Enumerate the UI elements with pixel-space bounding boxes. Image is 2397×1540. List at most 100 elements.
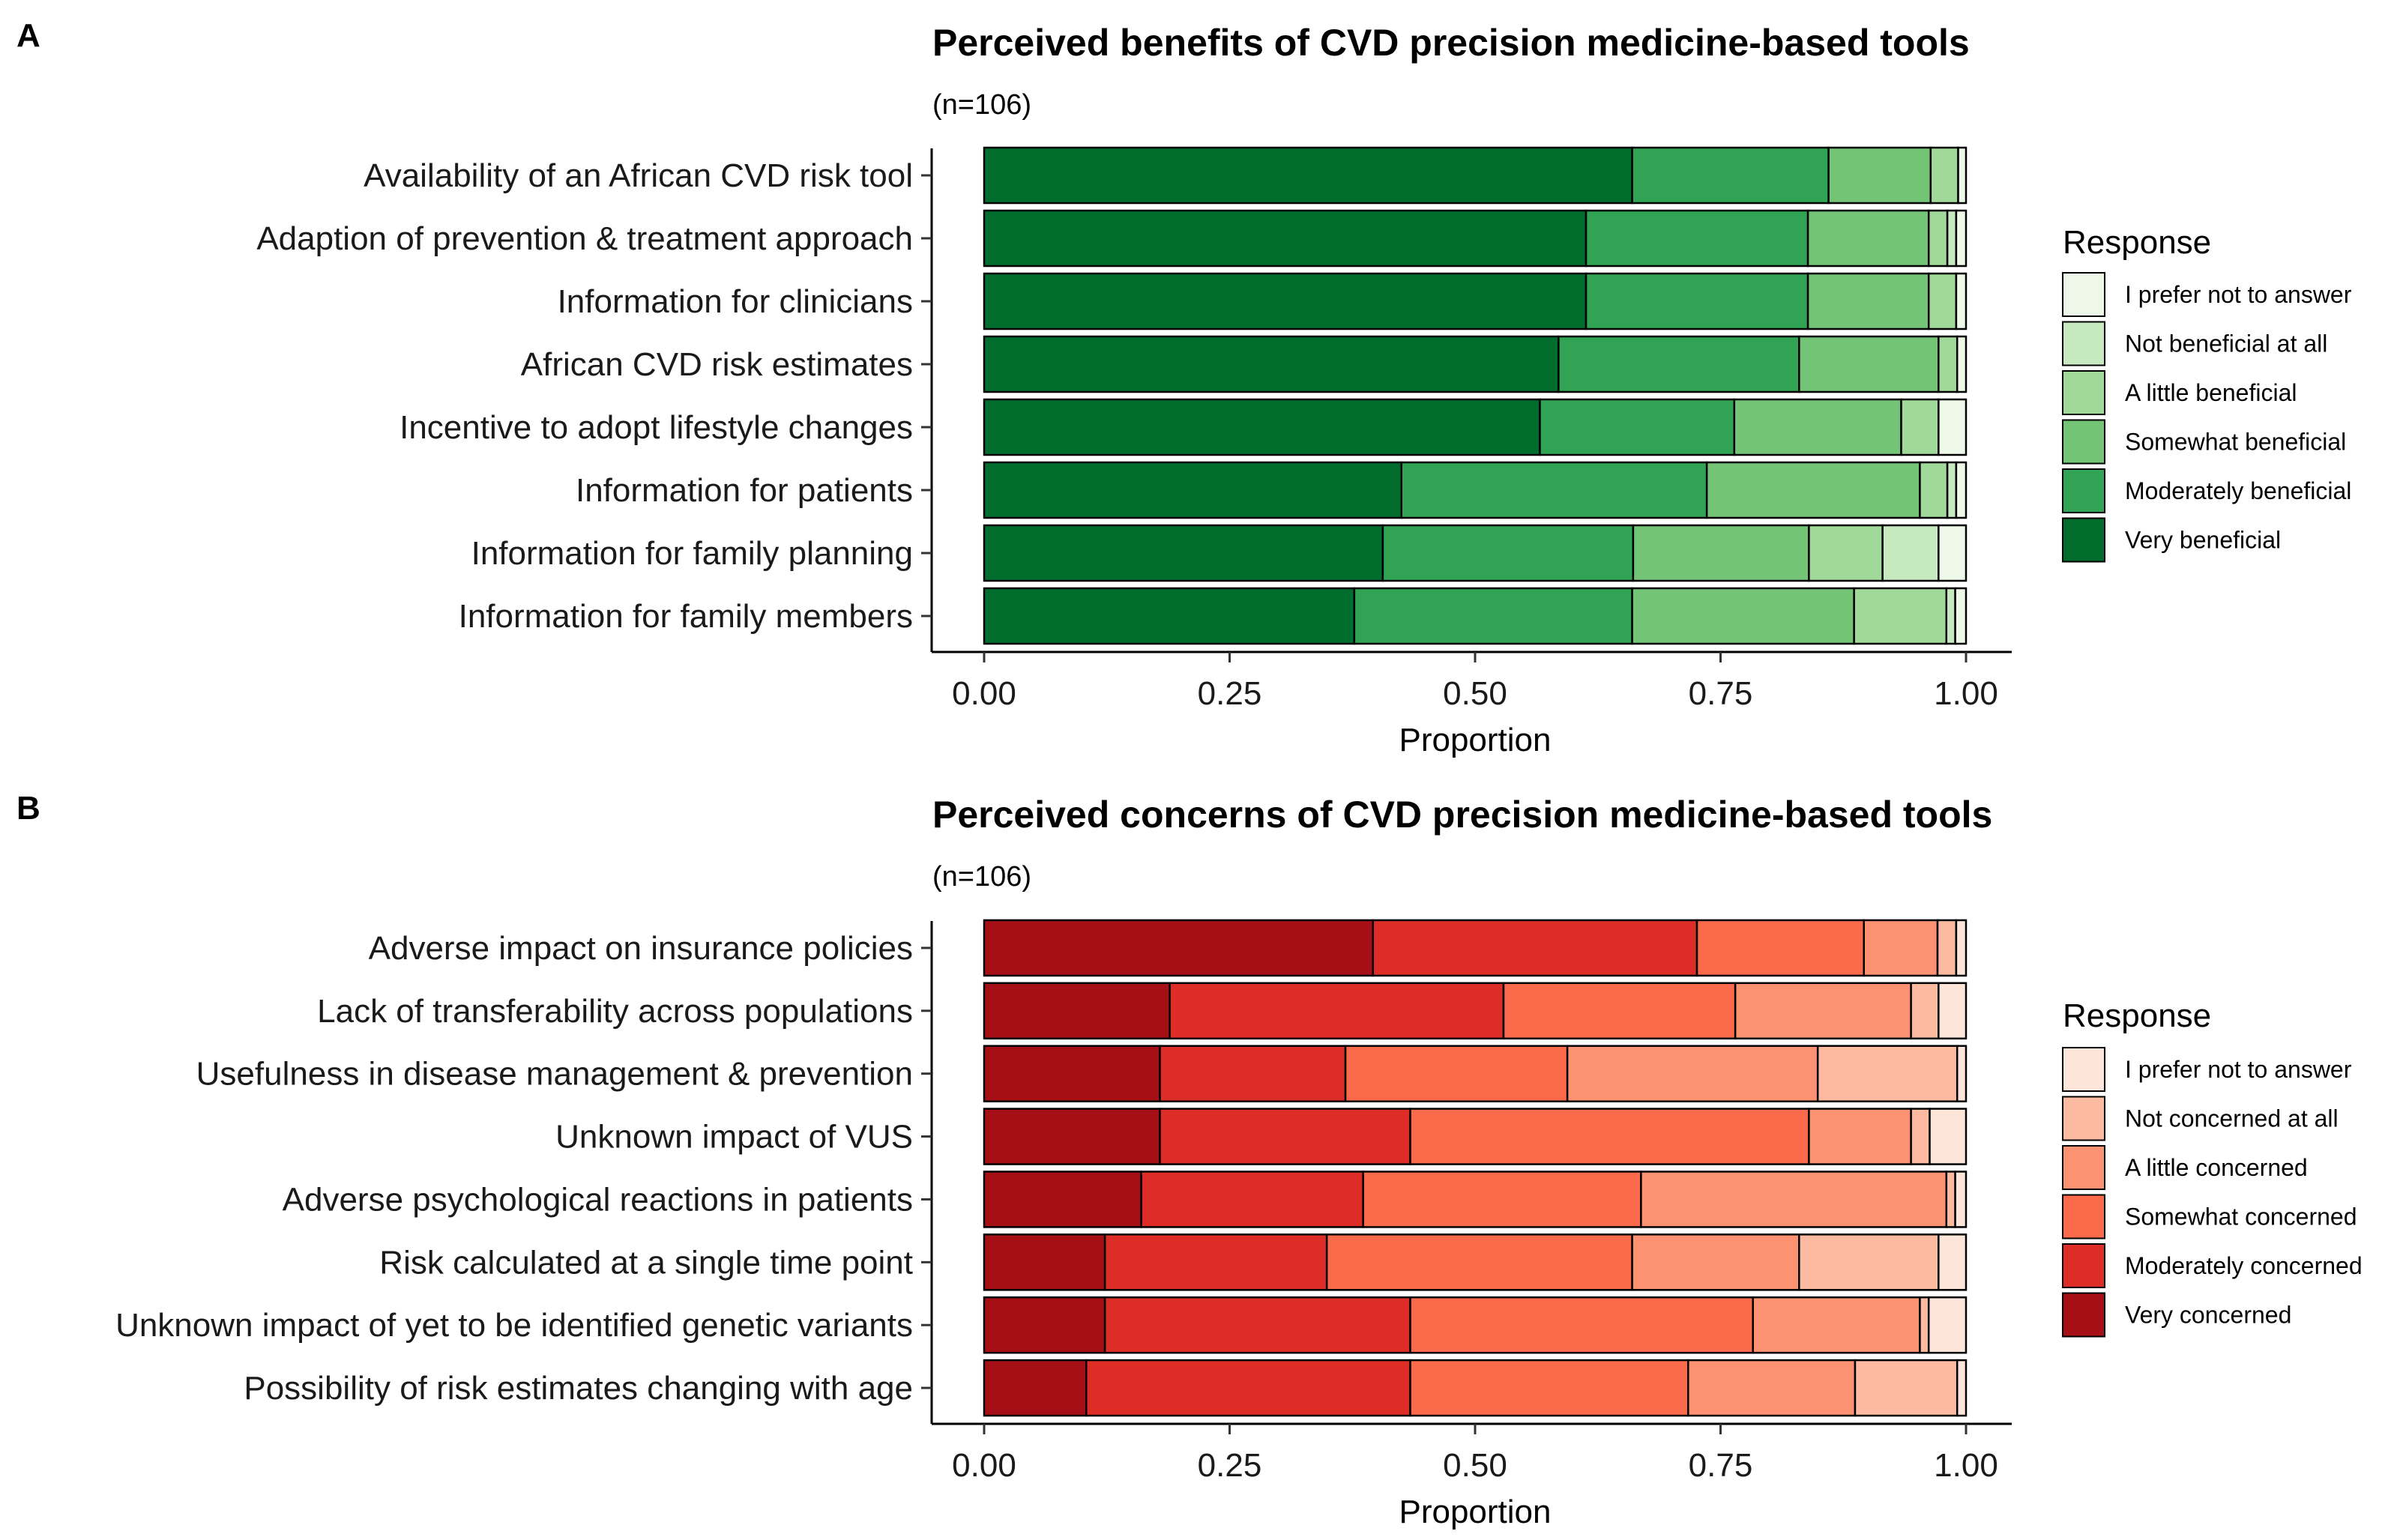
bar-segment bbox=[1632, 524, 1810, 582]
bar-segment bbox=[1936, 919, 1958, 977]
bar-segment bbox=[1325, 1233, 1633, 1291]
chart-subtitle: (n=106) bbox=[932, 861, 1031, 893]
bar-segment bbox=[1381, 524, 1635, 582]
legend-label: Very concerned bbox=[2125, 1302, 2291, 1329]
bar-segment bbox=[1956, 1359, 1968, 1417]
category-label: Availability of an African CVD risk tool bbox=[364, 157, 913, 194]
bar-segment bbox=[1955, 919, 1968, 977]
bar-segment bbox=[1854, 1359, 1959, 1417]
bar-segment bbox=[1938, 524, 1968, 582]
bar-segment bbox=[983, 919, 1375, 977]
legend: Response I prefer not to answer Not concer… bbox=[2062, 997, 2363, 1338]
legend-swatch bbox=[2062, 517, 2105, 563]
category-label: Information for patients bbox=[576, 472, 913, 509]
x-tick-label: 0.75 bbox=[1689, 1447, 1753, 1484]
bar-segment bbox=[983, 335, 1560, 393]
bar-segment bbox=[1945, 1171, 1956, 1228]
legend-swatch bbox=[2062, 1096, 2105, 1141]
bar-segment bbox=[1808, 1108, 1912, 1165]
bar-segment bbox=[1705, 461, 1921, 519]
bar-segment bbox=[1103, 1233, 1328, 1291]
bar-segment bbox=[1946, 461, 1958, 519]
legend-title: Response bbox=[2063, 997, 2211, 1034]
bar-segment bbox=[1929, 1108, 1968, 1165]
bar-segment bbox=[983, 524, 1384, 582]
x-tick-label: 0.75 bbox=[1689, 675, 1753, 712]
legend-swatch bbox=[2062, 1292, 2105, 1338]
bar-segment bbox=[1919, 1296, 1930, 1354]
chart-subtitle: (n=106) bbox=[932, 89, 1031, 121]
bar-segment bbox=[1734, 982, 1912, 1040]
bar-segment bbox=[1806, 272, 1930, 330]
category-label: Possibility of risk estimates changing w… bbox=[244, 1370, 913, 1407]
bar-segment bbox=[1539, 398, 1736, 456]
x-tick-label: 0.50 bbox=[1443, 1447, 1507, 1484]
bar-segment bbox=[1919, 461, 1949, 519]
bar-segment bbox=[1640, 1171, 1948, 1228]
bar-segment bbox=[983, 461, 1402, 519]
category-label: Adverse psychological reactions in patie… bbox=[283, 1181, 913, 1218]
bar-segment bbox=[983, 1045, 1161, 1102]
x-axis-title: Proportion bbox=[1399, 722, 1551, 758]
bar-segment bbox=[983, 398, 1541, 456]
bar-segment bbox=[1798, 1233, 1940, 1291]
bar-segment bbox=[1955, 209, 1968, 268]
bar-segment bbox=[1409, 1296, 1754, 1354]
legend-label: Not beneficial at all bbox=[2125, 330, 2327, 357]
bar-segment bbox=[1169, 982, 1505, 1040]
legend-swatch bbox=[2062, 272, 2105, 317]
bar-segment bbox=[1362, 1171, 1642, 1228]
bar-segment bbox=[1853, 587, 1948, 645]
bar-segment bbox=[1585, 272, 1809, 330]
bar-segment bbox=[1927, 1296, 1968, 1354]
category-label: Information for family planning bbox=[471, 535, 913, 572]
legend-label: A little beneficial bbox=[2125, 379, 2297, 406]
x-tick-label: 0.00 bbox=[952, 1447, 1016, 1484]
legend-label: Not concerned at all bbox=[2125, 1105, 2339, 1132]
legend-swatch bbox=[2062, 1047, 2105, 1092]
bar-segment bbox=[1938, 398, 1968, 456]
bar-segment bbox=[1816, 1045, 1959, 1102]
category-label: Information for family members bbox=[459, 598, 913, 635]
bar-segment bbox=[1566, 1045, 1819, 1102]
bar-segment bbox=[983, 587, 1356, 645]
bar-segment bbox=[1502, 982, 1737, 1040]
category-label: Incentive to adopt lifestyle changes bbox=[400, 409, 913, 446]
bar-segment bbox=[1733, 398, 1902, 456]
bar-segment bbox=[1558, 335, 1800, 393]
bar-segment bbox=[1881, 524, 1940, 582]
legend-swatch bbox=[2062, 468, 2105, 513]
x-tick-label: 1.00 bbox=[1934, 1447, 1998, 1484]
legend-swatch bbox=[2062, 321, 2105, 366]
bar-segment bbox=[1103, 1296, 1411, 1354]
bar-segment bbox=[1954, 587, 1968, 645]
category-label: Unknown impact of yet to be identified g… bbox=[115, 1307, 913, 1344]
bar-segment bbox=[1956, 335, 1968, 393]
bar-segment bbox=[1085, 1359, 1411, 1417]
bar-segment bbox=[1695, 919, 1866, 977]
bar-segment bbox=[1409, 1359, 1689, 1417]
category-label: Usefulness in disease management & preve… bbox=[196, 1056, 913, 1093]
x-axis-title: Proportion bbox=[1399, 1494, 1551, 1530]
bar-segment bbox=[1372, 919, 1698, 977]
legend-swatch bbox=[2062, 419, 2105, 465]
bar-segment bbox=[1159, 1045, 1347, 1102]
chart-title: Perceived concerns of CVD precision medi… bbox=[932, 794, 1992, 836]
bar-segment bbox=[1955, 272, 1968, 330]
bar-segment bbox=[1631, 1233, 1800, 1291]
bar-segment bbox=[1631, 587, 1855, 645]
bar-segment bbox=[983, 1296, 1106, 1354]
legend-label: Very beneficial bbox=[2125, 527, 2281, 554]
bar-segment bbox=[1687, 1359, 1857, 1417]
category-label: Unknown impact of VUS bbox=[555, 1119, 913, 1156]
bar-segment bbox=[1954, 1171, 1968, 1228]
legend-swatch bbox=[2062, 1145, 2105, 1190]
panel-a: A Perceived benefits of CVD precision med… bbox=[16, 17, 2352, 758]
x-tick-label: 0.00 bbox=[952, 675, 1016, 712]
bar-segment bbox=[1344, 1045, 1569, 1102]
panel-letter: A bbox=[16, 17, 40, 54]
bar-segment bbox=[1798, 335, 1940, 393]
legend-label: Somewhat concerned bbox=[2125, 1204, 2357, 1231]
legend-title: Response bbox=[2063, 224, 2211, 261]
